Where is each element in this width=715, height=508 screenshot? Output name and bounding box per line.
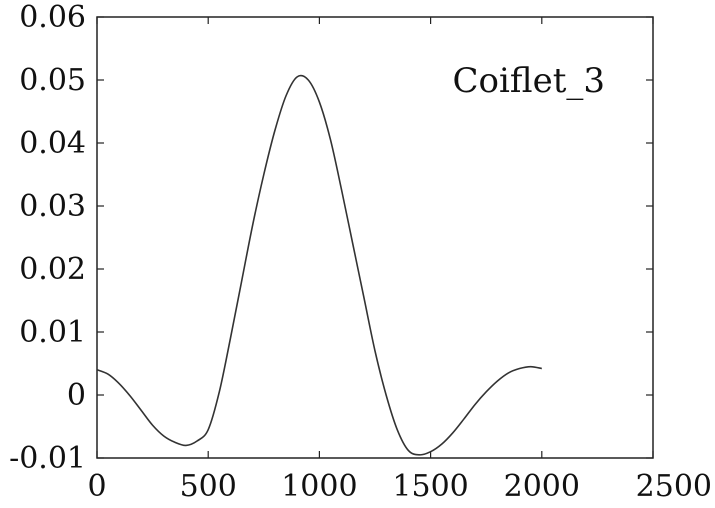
x-tick-label: 1000 [281,469,357,504]
data-point [363,297,365,299]
data-point [374,350,376,352]
data-point [341,189,343,191]
data-point [185,445,187,447]
data-point [296,76,298,78]
y-tick-label: 0.02 [19,252,86,287]
y-axis: -0.01 0 0.01 0.02 0.03 0.04 0.05 0.06 [9,0,653,476]
data-point [508,372,510,374]
y-tick-label: 0.01 [19,315,86,350]
data-point [285,95,287,97]
data-point [385,394,387,396]
data-point [274,130,276,132]
series-line [96,74,542,456]
data-point [452,432,454,434]
x-tick-label: 2000 [504,469,580,504]
data-point [396,429,398,431]
x-tick-label: 2500 [636,469,712,504]
plot-frame [96,16,654,459]
data-point [307,79,309,81]
data-point [118,383,120,385]
data-point [230,338,232,340]
y-tick-label: 0.03 [19,189,86,224]
data-point [474,404,476,406]
y-tick-label: 0.06 [19,0,86,35]
data-point [207,429,209,431]
data-point [263,174,265,176]
data-point [241,281,243,283]
data-point [519,368,521,370]
x-tick-label: 0 [87,469,106,504]
data-point [330,139,332,141]
series-points [96,76,542,456]
data-point [352,243,354,245]
data-point [530,366,532,368]
data-point [219,391,221,393]
data-point [430,451,432,453]
y-tick-label: 0.05 [19,63,86,98]
y-tick-label: -0.01 [9,441,86,476]
data-point [107,373,109,375]
y-tick-label: 0 [67,378,86,413]
x-axis: 0 500 1000 1500 2000 2500 [87,17,712,504]
y-tick-label: 0.04 [19,126,86,161]
data-point [252,224,254,226]
data-point [408,450,410,452]
data-point [497,380,499,382]
data-point [319,101,321,103]
data-point [485,391,487,393]
data-point [541,368,543,370]
data-point [163,435,165,437]
data-point [174,441,176,443]
data-point [96,369,98,371]
data-point [463,418,465,420]
x-tick-label: 1500 [392,469,468,504]
chart-annotation: Coiflet_3 [453,61,605,101]
data-point [152,424,154,426]
data-point [141,410,143,412]
data-point [419,454,421,456]
data-point [196,440,198,442]
data-point [130,395,132,397]
data-point [441,443,443,445]
x-tick-label: 500 [180,469,237,504]
